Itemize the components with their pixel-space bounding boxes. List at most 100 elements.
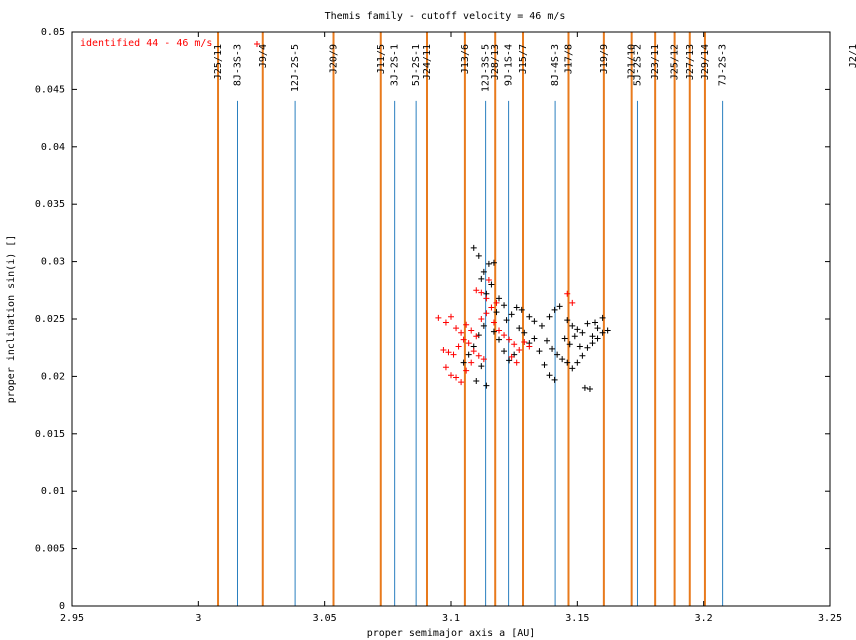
data-point	[473, 377, 480, 384]
data-point	[546, 372, 553, 379]
resonance-lines: J25/11 8J-3S-3 J9/4 12J-2S-5 J20/9 J11/5 3J-2S…	[213, 32, 856, 606]
data-point	[483, 382, 490, 389]
resonance-label: J2/1	[848, 44, 856, 68]
x-tick-label: 3.15	[565, 613, 589, 624]
resonance-label: J11/5	[376, 44, 387, 74]
data-point	[458, 379, 465, 386]
data-point	[455, 343, 462, 350]
x-tick-label: 3.1	[442, 613, 460, 624]
data-point	[564, 317, 571, 324]
data-point	[493, 299, 500, 306]
data-point	[549, 345, 556, 352]
resonance-label: J17/8	[563, 44, 574, 74]
data-point	[551, 376, 558, 383]
resonance-label: J21/10	[627, 44, 638, 80]
data-point	[561, 335, 568, 342]
y-tick-label: 0.03	[41, 257, 65, 268]
data-point	[599, 329, 606, 336]
resonance-label: 7J-2S-3	[718, 44, 729, 86]
resonance-label: 8J-4S-3	[550, 44, 561, 86]
data-point	[564, 290, 571, 297]
data-point	[571, 333, 578, 340]
data-point	[506, 357, 513, 364]
data-point	[526, 343, 533, 350]
y-tick-label: 0	[59, 601, 65, 612]
resonance-label: 5J-2S-2	[632, 44, 643, 86]
x-tick-label: 3	[195, 613, 201, 624]
data-point	[594, 325, 601, 332]
resonance-label: 9J-1S-4	[504, 44, 515, 86]
data-point	[574, 359, 581, 366]
data-point	[480, 268, 487, 275]
y-tick-label: 0.04	[41, 142, 65, 153]
data-point	[435, 314, 442, 321]
resonance-label: J24/11	[422, 44, 433, 80]
data-point	[475, 252, 482, 259]
x-tick-label: 2.95	[60, 613, 84, 624]
resonance-label: J25/12	[670, 44, 681, 80]
data-point	[531, 335, 538, 342]
data-point	[478, 316, 485, 322]
data-point	[490, 259, 497, 266]
y-tick-label: 0.015	[35, 429, 65, 440]
y-axis-label: proper inclination sin(i) []	[6, 235, 17, 404]
data-point	[584, 344, 591, 351]
data-point	[501, 348, 508, 355]
data-point	[478, 275, 485, 282]
y-tick-label: 0.045	[35, 84, 65, 95]
legend: identified 44 - 46 m/s	[80, 38, 260, 49]
data-point	[569, 365, 576, 372]
data-point	[490, 319, 497, 326]
data-point	[508, 311, 515, 318]
data-point	[453, 374, 460, 381]
data-point	[574, 326, 581, 333]
data-point	[465, 340, 472, 347]
data-point	[604, 327, 611, 334]
y-tick-label: 0.05	[41, 27, 65, 38]
data-point	[488, 281, 495, 288]
data-point	[501, 332, 508, 339]
data-point	[442, 319, 449, 326]
data-point	[536, 348, 543, 355]
data-point	[485, 276, 492, 283]
data-point	[566, 341, 573, 348]
data-point	[531, 318, 538, 325]
data-point	[503, 317, 510, 324]
data-point	[478, 363, 485, 370]
data-point	[586, 386, 593, 393]
data-point	[581, 384, 588, 391]
data-point	[508, 353, 515, 360]
data-point	[483, 295, 490, 302]
data-point	[589, 333, 596, 340]
data-point	[475, 332, 482, 339]
x-tick-label: 3.2	[695, 613, 713, 624]
data-point	[442, 364, 449, 371]
y-tick-label: 0.025	[35, 314, 65, 325]
data-point	[569, 322, 576, 329]
data-point	[538, 322, 545, 329]
resonance-label: 5J-2S-1	[411, 44, 422, 86]
data-point	[584, 320, 591, 327]
data-point	[488, 304, 495, 311]
resonance-label: J29/14	[700, 44, 711, 80]
data-point	[589, 340, 596, 347]
x-tick-label: 3.25	[818, 613, 842, 624]
data-point	[458, 329, 465, 336]
data-point	[576, 343, 583, 350]
x-axis-label: proper semimajor axis a [AU]	[367, 628, 536, 639]
resonance-label: J27/13	[685, 44, 696, 80]
resonance-label: J20/9	[329, 44, 340, 74]
data-point	[470, 348, 477, 355]
data-point	[453, 325, 460, 332]
resonance-label: J28/13	[490, 44, 501, 80]
data-point	[480, 356, 487, 363]
axis-ticks: 2.95 3 3.05 3.1 3.15 3.2 3.25 0 0.005 0.01 0.015 0.…	[35, 27, 842, 624]
data-point	[460, 359, 467, 366]
resonance-label: J25/11	[213, 44, 224, 80]
y-tick-label: 0.035	[35, 199, 65, 210]
resonance-label: 3J-2S-1	[390, 44, 401, 86]
data-point	[506, 336, 513, 343]
data-point	[485, 260, 492, 267]
resonance-label: 12J-3S-5	[481, 44, 492, 92]
